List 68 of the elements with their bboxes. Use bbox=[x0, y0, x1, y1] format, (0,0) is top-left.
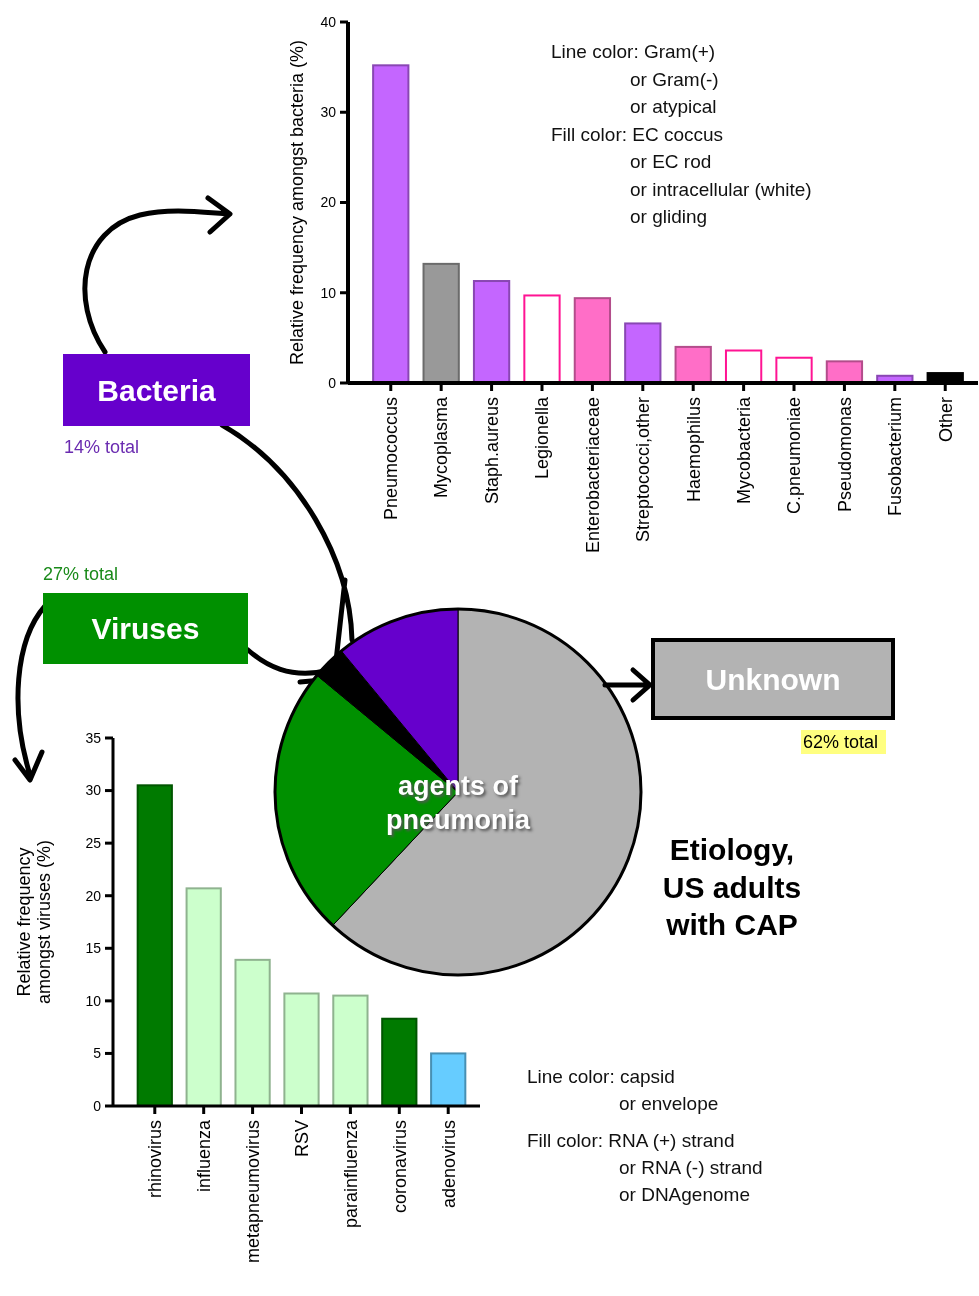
y-tick-label: 30 bbox=[320, 104, 337, 121]
x-tick-label: rhinovirus bbox=[145, 1120, 166, 1199]
x-tick-label: Pseudomonas bbox=[834, 397, 855, 513]
x-tick-label: metapneumovirus bbox=[242, 1120, 263, 1264]
x-tick-label: Enterobacteriaceae bbox=[582, 397, 603, 554]
x-tick-label: Mycobacteria bbox=[733, 396, 754, 505]
slice-label: Viruses bbox=[91, 612, 200, 645]
x-tick-label: Mycoplasma bbox=[431, 396, 452, 499]
annotation: or gliding bbox=[630, 206, 708, 227]
x-tick-label: C.pneumoniae bbox=[784, 397, 805, 515]
text: or RNA (-) strand bbox=[619, 1157, 763, 1178]
y-axis-title: Relative frequency amongst bacteria (%) bbox=[287, 39, 307, 366]
x-tick-label: coronavirus bbox=[389, 1120, 410, 1214]
annotation: or EC rod bbox=[630, 151, 712, 172]
x-tick-label: RSV bbox=[291, 1120, 312, 1158]
text: 62% total bbox=[803, 732, 879, 752]
bar bbox=[283, 992, 320, 1107]
annotation: or Gram(-) bbox=[630, 68, 719, 90]
bar bbox=[573, 297, 612, 384]
text: 14% total bbox=[64, 437, 140, 457]
legend-label: Unknown bbox=[705, 662, 841, 696]
y-tick-label: 10 bbox=[85, 992, 102, 1009]
x-tick-label: Staph.aureus bbox=[481, 397, 502, 505]
y-tick-label: 20 bbox=[320, 194, 337, 211]
text: 27% total bbox=[43, 564, 119, 584]
bar bbox=[136, 784, 173, 1107]
y-tick-label: 40 bbox=[320, 13, 337, 30]
y-tick-label: 20 bbox=[85, 887, 102, 904]
x-tick-label: Pneumococcus bbox=[381, 397, 402, 521]
annotation: Line color: Gram(+) bbox=[551, 41, 716, 62]
y-tick-label: 0 bbox=[93, 1097, 102, 1114]
x-tick-label: Legionella bbox=[532, 396, 553, 480]
annotation: or atypical bbox=[630, 96, 717, 117]
x-tick-label: Streptococci,other bbox=[633, 397, 654, 543]
text: Fill color: RNA (+) strand bbox=[527, 1130, 735, 1151]
y-tick-label: 25 bbox=[85, 835, 102, 852]
bar bbox=[185, 887, 222, 1107]
x-tick-label: Other bbox=[935, 397, 956, 443]
bar bbox=[624, 322, 662, 384]
y-tick-label: 0 bbox=[328, 374, 337, 391]
x-tick-label: Haemophilus bbox=[683, 397, 704, 503]
y-tick-label: 5 bbox=[93, 1045, 102, 1062]
y-tick-label: 15 bbox=[85, 940, 102, 957]
slice-label: Bacteria bbox=[97, 373, 217, 407]
y-tick-label: 35 bbox=[85, 729, 102, 746]
bar bbox=[430, 1052, 467, 1107]
bar bbox=[523, 294, 561, 384]
x-tick-label: Fusobacterium bbox=[885, 397, 906, 517]
annotation: or intracellular (white) bbox=[630, 178, 812, 200]
bar bbox=[372, 64, 410, 384]
bar bbox=[775, 356, 813, 384]
bar bbox=[422, 262, 460, 384]
bar bbox=[674, 345, 712, 384]
annotation: Fill color: EC coccus bbox=[551, 123, 724, 145]
bar bbox=[381, 1017, 418, 1107]
bar bbox=[472, 280, 511, 384]
y-tick-label: 10 bbox=[320, 284, 337, 301]
bar bbox=[234, 958, 271, 1107]
bar bbox=[332, 994, 369, 1107]
x-tick-label: parainfluenza bbox=[340, 1119, 361, 1229]
y-tick-label: 30 bbox=[85, 782, 102, 799]
text: Etiology, US adults with CAP bbox=[662, 833, 802, 941]
text: or DNAgenome bbox=[619, 1184, 750, 1205]
text: Line color: capsid bbox=[527, 1066, 675, 1087]
y-axis-title: Relative frequency amongst viruses (%) bbox=[14, 839, 54, 1005]
text: or envelope bbox=[619, 1093, 719, 1114]
x-tick-label: influenza bbox=[193, 1119, 214, 1193]
x-tick-label: adenovirus bbox=[438, 1120, 459, 1209]
